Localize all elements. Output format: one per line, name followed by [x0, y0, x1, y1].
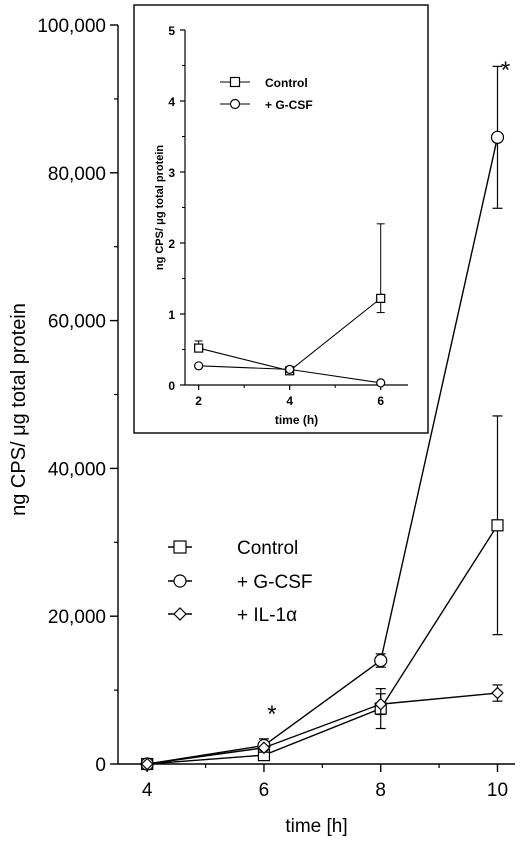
x-axis-label: time [h] — [285, 816, 347, 837]
data-point — [374, 653, 388, 668]
x-tick-label: 10 — [487, 780, 508, 801]
x-tick-label: 4 — [142, 780, 153, 801]
inset-x-tick-label: 6 — [377, 394, 384, 408]
legend-label: Control — [237, 538, 298, 559]
inset-x-axis-label: time (h) — [275, 413, 318, 427]
series-line — [147, 137, 499, 765]
inset-plot: 0 1 2 3 4 5 2 4 6 time (h) ng CPS/ μg total protei… — [133, 4, 429, 434]
data-point — [257, 741, 271, 755]
y-tick-label: 20,000 — [48, 607, 106, 628]
x-tick-label: 6 — [259, 780, 270, 801]
series-line — [147, 692, 498, 765]
inset-y-tick-label: 1 — [168, 308, 175, 322]
inset-y-tick-label: 3 — [168, 166, 175, 180]
y-tick-label: 0 — [95, 755, 106, 776]
legend-marker — [173, 540, 187, 554]
y-tick-label: 60,000 — [48, 312, 106, 333]
y-tick-label: 100,000 — [37, 16, 106, 37]
y-tick-label: 80,000 — [48, 164, 106, 185]
inset-y-axis-label: ng CPS/ μg total protein — [154, 145, 166, 271]
significance-star: * — [501, 57, 510, 84]
inset-data-point — [376, 378, 386, 388]
inset-y-tick-label: 2 — [168, 237, 175, 251]
legend-marker — [173, 574, 187, 588]
inset-y-tick-label: 5 — [168, 24, 175, 38]
inset-data-point — [376, 293, 386, 303]
inset-frame — [133, 4, 429, 434]
inset-data-point — [285, 364, 295, 374]
y-axis-label: ng CPS/ μg total protein — [8, 303, 30, 516]
inset-legend-label: Control — [265, 76, 308, 90]
legend-marker — [173, 607, 187, 621]
inset-data-point — [194, 343, 204, 353]
legend-label: + G-CSF — [237, 572, 312, 593]
data-point — [374, 697, 388, 711]
data-point — [490, 130, 505, 144]
y-tick-label: 40,000 — [48, 459, 106, 480]
inset-legend-label: + G-CSF — [265, 98, 313, 112]
significance-star: * — [267, 701, 276, 728]
inset-legend-marker — [229, 98, 241, 110]
inset-y-tick-label: 4 — [168, 95, 175, 109]
data-point — [491, 519, 504, 532]
legend-label: + IL-1α — [237, 605, 297, 626]
inset-x-tick-label: 2 — [195, 394, 202, 408]
inset-x-tick-label: 4 — [286, 394, 293, 408]
data-point — [491, 686, 504, 700]
data-point — [140, 757, 154, 771]
inset-y-tick-label: 0 — [168, 379, 175, 393]
inset-data-point — [194, 361, 204, 371]
inset-legend-marker — [229, 76, 241, 88]
series-line — [147, 524, 499, 765]
x-tick-label: 8 — [375, 780, 386, 801]
